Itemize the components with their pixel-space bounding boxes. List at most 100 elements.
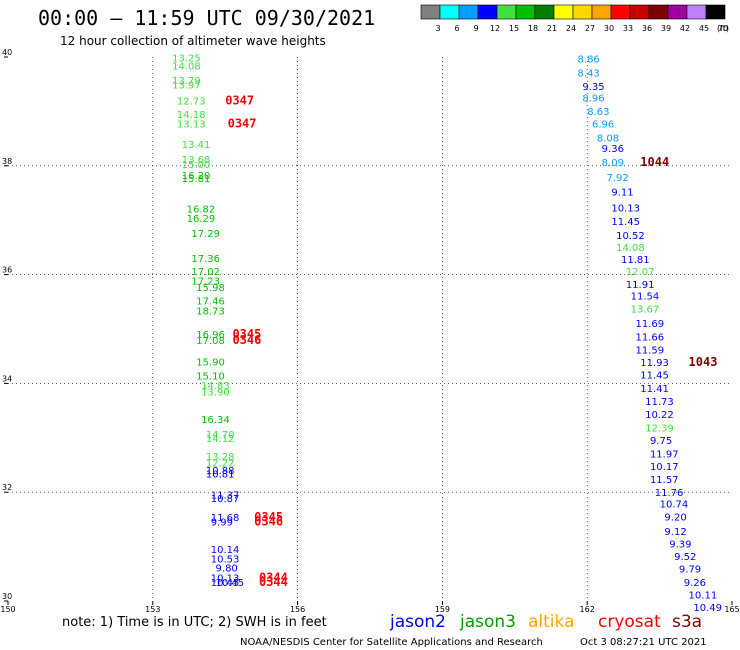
- wave-height-point: 9.12: [664, 527, 686, 538]
- wave-height-point: 11.54: [631, 292, 660, 303]
- wave-height-point: 9.79: [679, 565, 701, 576]
- colorbar-label: 27: [585, 24, 595, 33]
- wave-height-point: 12.39: [645, 423, 674, 434]
- colorbar-bin: [648, 4, 669, 20]
- colorbar-label: 30: [604, 24, 614, 33]
- wave-height-point: 16.96: [196, 330, 225, 341]
- wave-height-point: 11.69: [635, 319, 664, 330]
- wave-height-point: 17.08: [196, 336, 225, 347]
- colorbar-bin: [591, 4, 612, 20]
- colorbar-label: 33: [623, 24, 633, 33]
- wave-height-point: 9.20: [664, 512, 686, 523]
- wave-height-point: 17.36: [191, 254, 220, 265]
- wave-height-point: 11.97: [650, 449, 679, 460]
- wave-height-point: 11.45: [640, 371, 669, 382]
- wave-height-point: 11.66: [635, 332, 664, 343]
- wave-height-point: 14.08: [172, 62, 201, 73]
- colorbar-label: 9: [473, 24, 478, 33]
- colorbar-label: 42: [680, 24, 690, 33]
- wave-height-point: 14.12: [206, 434, 235, 445]
- wave-height-point: 9.75: [650, 436, 672, 447]
- wave-height-point: 17.02: [191, 267, 220, 278]
- wave-height-point: 11.68: [211, 513, 240, 524]
- colorbar-label: 3: [435, 24, 440, 33]
- wave-height-point: 13.13: [177, 120, 206, 131]
- footer-credit: NOAA/NESDIS Center for Satellite Applica…: [240, 637, 543, 648]
- wave-height-point: 17.46: [196, 297, 225, 308]
- pass-time-label: 0346: [254, 514, 283, 528]
- pass-time-label: 0346: [232, 333, 261, 347]
- wave-height-point: 9.99: [211, 517, 233, 528]
- y-tick-label: 34: [2, 374, 12, 383]
- wave-height-point: 10.88: [206, 466, 235, 477]
- wave-height-point: 11.93: [640, 358, 669, 369]
- wave-height-point: 15.81: [182, 174, 211, 185]
- wave-height-point: 11.37: [211, 491, 240, 502]
- wave-height-point: 8.86: [578, 54, 600, 65]
- wave-height-point: 15.00: [182, 160, 211, 171]
- wave-height-point: 13.90: [201, 387, 230, 398]
- colorbar-bin: [553, 4, 574, 20]
- colorbar-bin: [515, 4, 536, 20]
- colorbar-label: 21: [547, 24, 557, 33]
- wave-height-point: 7.92: [607, 173, 629, 184]
- colorbar-label: 39: [661, 24, 671, 33]
- wave-height-point: 9.39: [669, 540, 691, 551]
- wave-height-point: 9.26: [684, 578, 706, 589]
- wave-height-point: 10.52: [616, 231, 645, 242]
- chart-subtitle: 12 hour collection of altimeter wave hei…: [60, 34, 326, 48]
- wave-height-point: 16.82: [187, 205, 216, 216]
- wave-height-point: 8.08: [597, 133, 619, 144]
- pass-time-label: 0344: [259, 570, 288, 584]
- colorbar-label: 12: [490, 24, 500, 33]
- colorbar-bin: [477, 4, 498, 20]
- colorbar-bin: [420, 4, 441, 20]
- plot-area: 150 153 156 159 162 16530323436384013.2514.08…: [0, 48, 739, 614]
- wave-height-point: 10.45: [216, 578, 245, 589]
- satellite-legend: jason2 jason3 altika cryosat s3a: [389, 612, 702, 632]
- colorbar-label: 36: [642, 24, 652, 33]
- colorbar-bin: [534, 4, 555, 20]
- wave-height-point: 16.20: [182, 171, 211, 182]
- y-tick-label: 38: [2, 157, 12, 166]
- wave-height-point: 10.13: [211, 573, 240, 584]
- wave-height-point: 11.76: [655, 488, 684, 499]
- wave-height-point: 13.97: [172, 81, 201, 92]
- satellite-legend-item: s3a: [672, 612, 702, 632]
- colorbar-bin: [458, 4, 479, 20]
- wave-height-point: 9.52: [674, 552, 696, 563]
- colorbar-label: 24: [566, 24, 576, 33]
- x-tick-label: 153: [145, 605, 160, 614]
- colorbar-bin: [667, 4, 688, 20]
- wave-height-point: 16.34: [201, 415, 230, 426]
- wave-height-point: 11.57: [650, 475, 679, 486]
- colorbar-unit: (ft): [717, 24, 729, 33]
- wave-height-point: 13.67: [631, 305, 660, 316]
- wave-height-point: 10.45: [211, 578, 240, 589]
- wave-height-point: 17.29: [191, 229, 220, 240]
- pass-time-label: 0347: [228, 117, 257, 131]
- wave-height-point: 14.18: [177, 110, 206, 121]
- colorbar-bin: [496, 4, 517, 20]
- colorbar-bin: [686, 4, 707, 20]
- x-tick-label: 156: [290, 605, 305, 614]
- wave-height-point: 8.63: [587, 107, 609, 118]
- wave-height-point: 15.90: [196, 357, 225, 368]
- colorbar-label: 6: [454, 24, 459, 33]
- colorbar-label: 45: [699, 24, 709, 33]
- footer-note: note: 1) Time is in UTC; 2) SWH is in fe…: [62, 615, 327, 630]
- colorbar-bin: [629, 4, 650, 20]
- wave-height-point: 14.08: [616, 243, 645, 254]
- wave-height-point: 13.25: [172, 53, 201, 64]
- x-tick-label: 159: [435, 605, 450, 614]
- wave-height-point: 8.96: [582, 94, 604, 105]
- pass-time-label: 0344: [259, 575, 288, 589]
- pass-time-label: 1043: [689, 355, 718, 369]
- wave-height-point: 12.22: [206, 459, 235, 470]
- wave-height-point: 18.73: [196, 306, 225, 317]
- colorbar-bin: [439, 4, 460, 20]
- wave-height-point: 15.10: [196, 372, 225, 383]
- wave-height-point: 13.41: [182, 140, 211, 151]
- wave-height-point: 9.80: [216, 564, 238, 575]
